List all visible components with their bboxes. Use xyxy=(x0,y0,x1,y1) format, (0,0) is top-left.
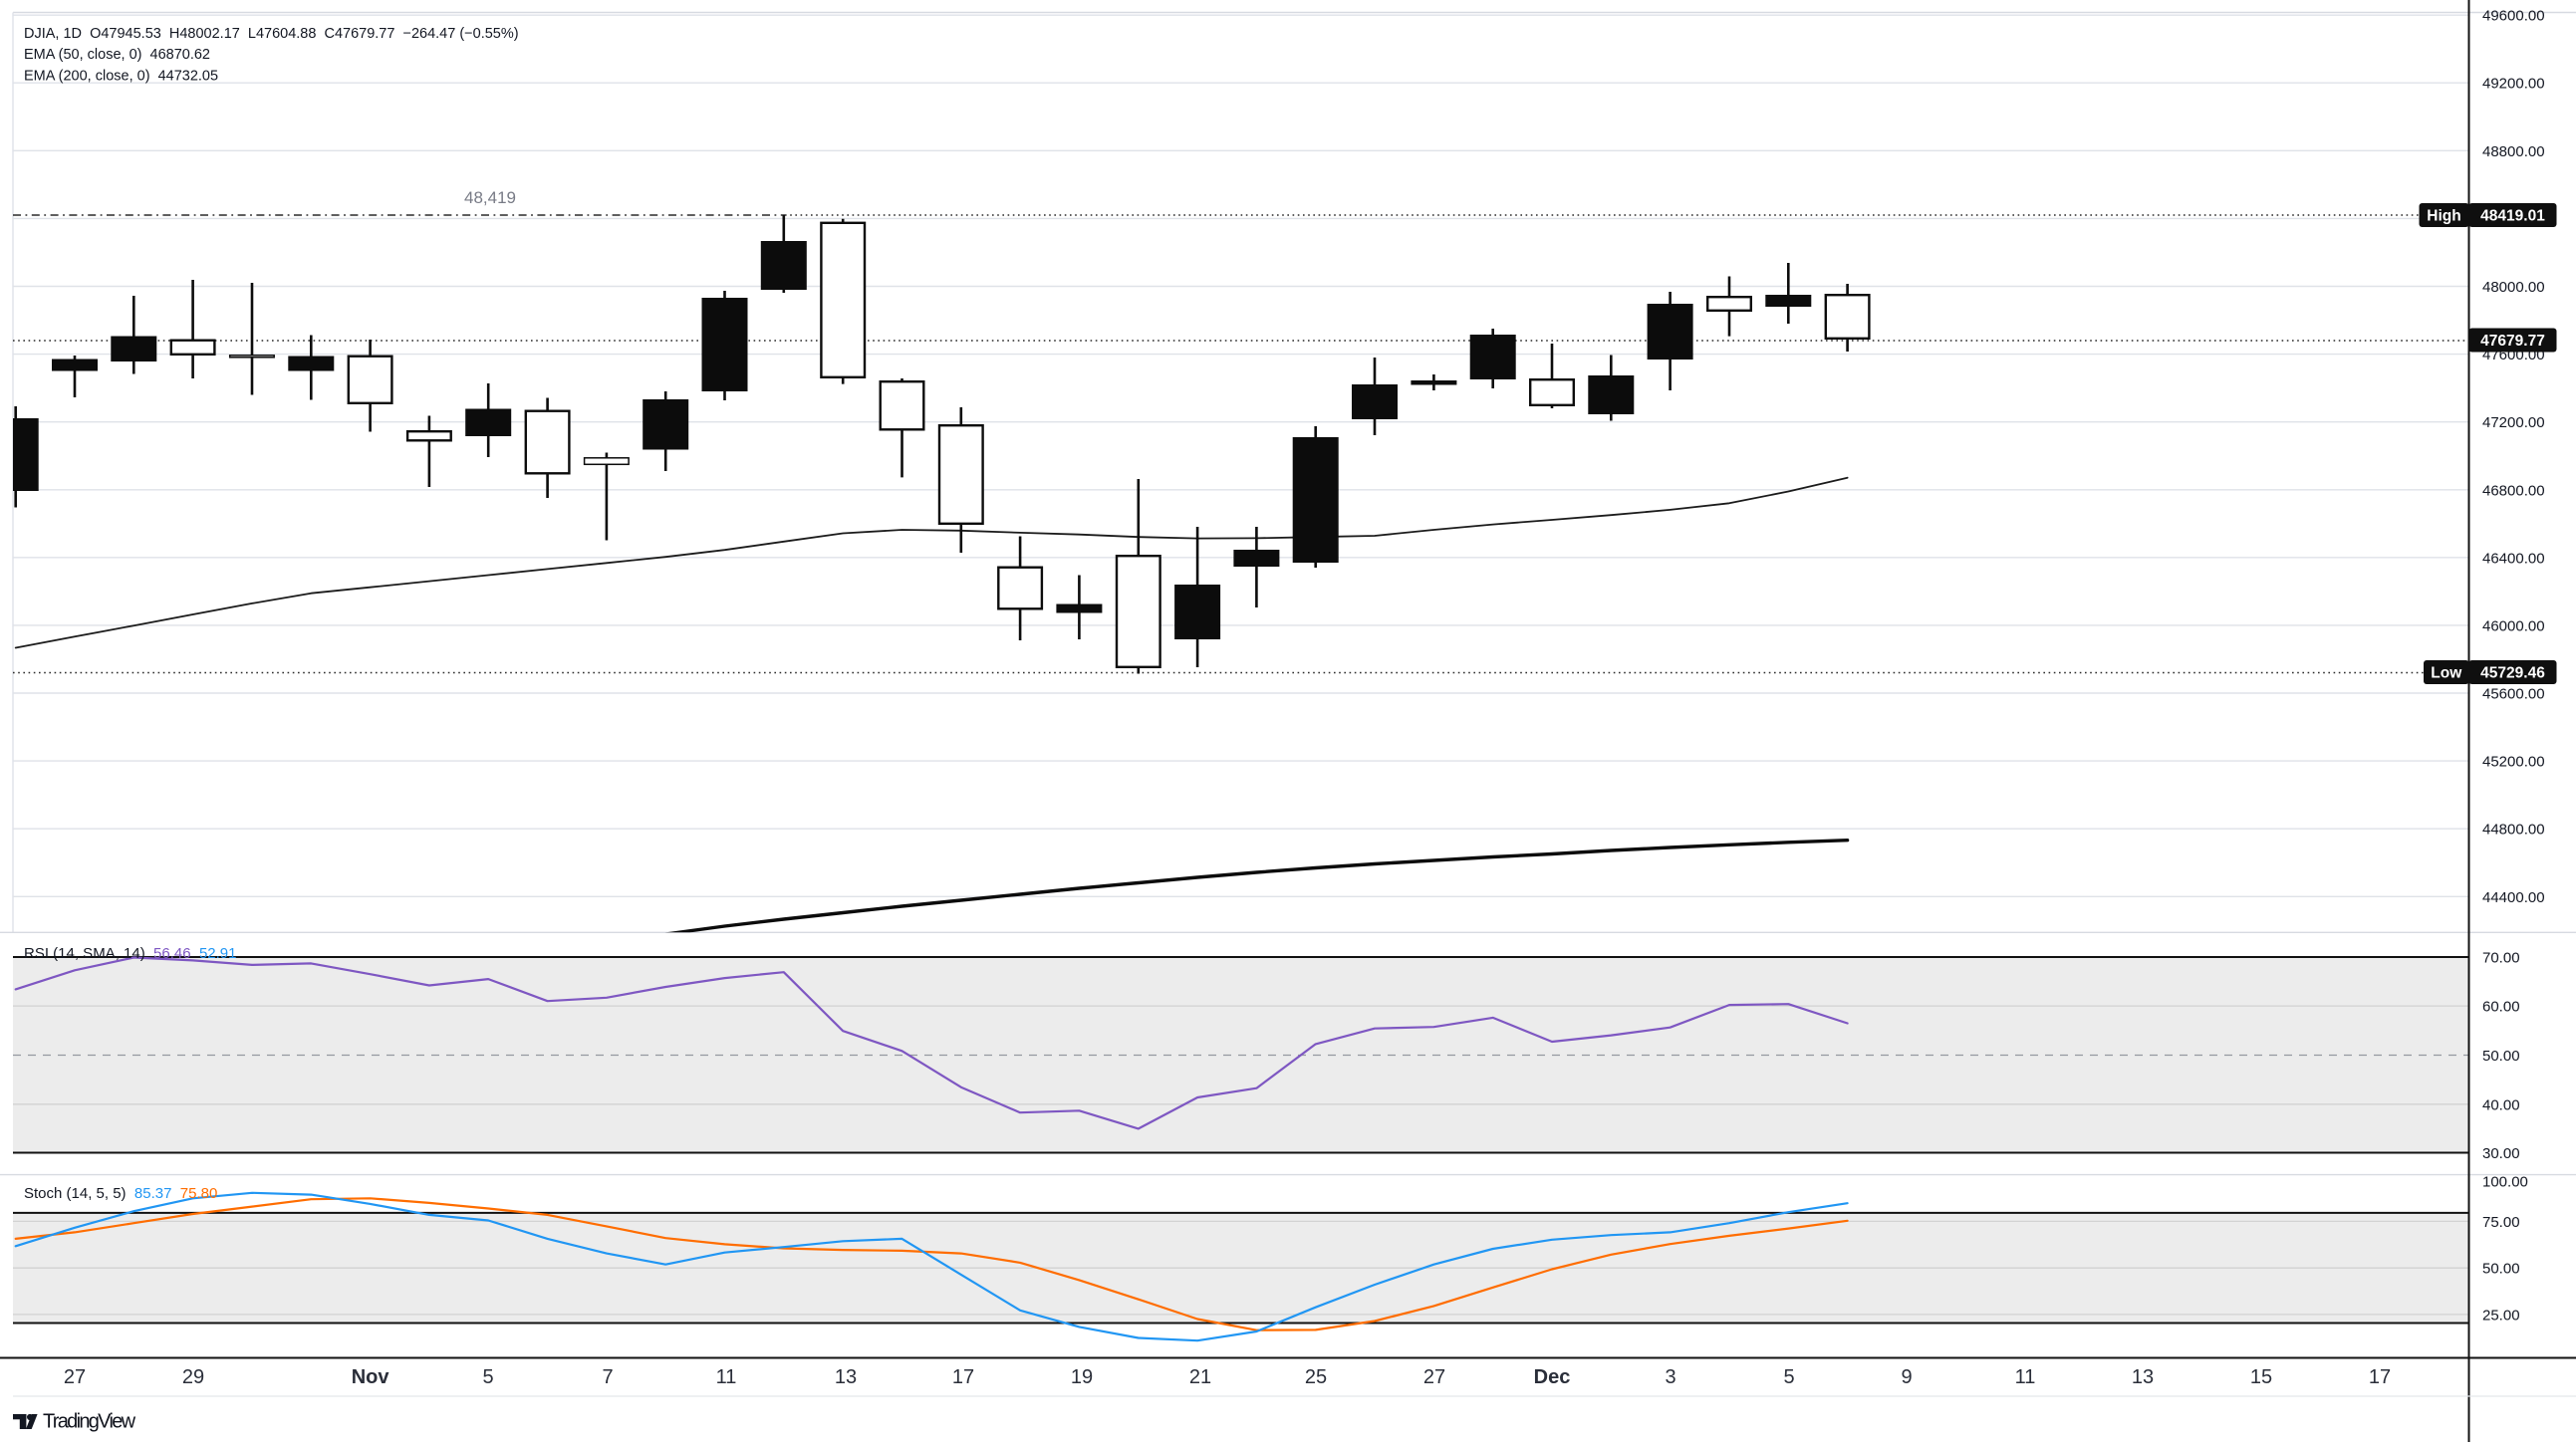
svg-text:19: 19 xyxy=(1071,1366,1093,1388)
svg-text:27: 27 xyxy=(1423,1366,1445,1388)
svg-text:30.00: 30.00 xyxy=(2482,1145,2520,1162)
svg-text:11: 11 xyxy=(716,1366,737,1388)
svg-text:TradingView: TradingView xyxy=(43,1411,136,1433)
svg-text:45729.46: 45729.46 xyxy=(2480,665,2545,682)
svg-text:46400.00: 46400.00 xyxy=(2482,550,2545,567)
svg-text:DJIA, 1D O47945.53 H48002.17: DJIA, 1D O47945.53 H48002.17 L47604.88 C… xyxy=(24,26,519,42)
svg-text:7: 7 xyxy=(602,1366,613,1388)
svg-text:3: 3 xyxy=(1665,1366,1675,1388)
svg-text:9: 9 xyxy=(1901,1366,1912,1388)
svg-text:21: 21 xyxy=(1189,1366,1211,1388)
svg-text:29: 29 xyxy=(182,1366,204,1388)
svg-text:13: 13 xyxy=(835,1366,857,1388)
svg-text:44800.00: 44800.00 xyxy=(2482,822,2545,839)
svg-text:100.00: 100.00 xyxy=(2482,1174,2528,1191)
svg-text:Dec: Dec xyxy=(1534,1366,1571,1388)
svg-text:46800.00: 46800.00 xyxy=(2482,482,2545,499)
svg-text:47679.77: 47679.77 xyxy=(2480,333,2545,350)
svg-text:5: 5 xyxy=(1783,1366,1794,1388)
svg-text:25: 25 xyxy=(1305,1366,1327,1388)
svg-text:Low: Low xyxy=(2431,665,2462,682)
svg-text:25.00: 25.00 xyxy=(2482,1307,2520,1324)
svg-text:44400.00: 44400.00 xyxy=(2482,889,2545,906)
svg-text:Nov: Nov xyxy=(352,1366,390,1388)
svg-text:45200.00: 45200.00 xyxy=(2482,754,2545,771)
svg-text:RSI (14, SMA, 14) 56.46 52.9: RSI (14, SMA, 14) 56.46 52.91 xyxy=(24,945,236,962)
svg-text:50.00: 50.00 xyxy=(2482,1261,2520,1278)
svg-text:70.00: 70.00 xyxy=(2482,950,2520,967)
svg-text:48800.00: 48800.00 xyxy=(2482,143,2545,160)
svg-text:5: 5 xyxy=(482,1366,493,1388)
svg-text:11: 11 xyxy=(2015,1366,2036,1388)
svg-text:High: High xyxy=(2427,208,2460,225)
svg-text:17: 17 xyxy=(952,1366,974,1388)
svg-text:50.00: 50.00 xyxy=(2482,1048,2520,1065)
svg-text:27: 27 xyxy=(64,1366,86,1388)
svg-text:48419.01: 48419.01 xyxy=(2480,208,2545,225)
svg-text:48000.00: 48000.00 xyxy=(2482,279,2545,296)
svg-text:60.00: 60.00 xyxy=(2482,999,2520,1016)
svg-text:EMA (50, close, 0) 46870.62: EMA (50, close, 0) 46870.62 xyxy=(24,47,210,63)
svg-text:40.00: 40.00 xyxy=(2482,1096,2520,1113)
svg-text:49200.00: 49200.00 xyxy=(2482,76,2545,93)
svg-text:17: 17 xyxy=(2369,1366,2391,1388)
svg-text:75.00: 75.00 xyxy=(2482,1214,2520,1231)
svg-text:49600.00: 49600.00 xyxy=(2482,8,2545,25)
svg-text:Stoch (14, 5, 5) 85.37 75.80: Stoch (14, 5, 5) 85.37 75.80 xyxy=(24,1185,217,1202)
svg-text:15: 15 xyxy=(2250,1366,2272,1388)
svg-text:EMA (200, close, 0) 44732.05: EMA (200, close, 0) 44732.05 xyxy=(24,69,218,85)
svg-text:13: 13 xyxy=(2132,1366,2154,1388)
svg-text:47200.00: 47200.00 xyxy=(2482,414,2545,431)
svg-text:45600.00: 45600.00 xyxy=(2482,686,2545,703)
svg-text:46000.00: 46000.00 xyxy=(2482,617,2545,634)
svg-text:48,419: 48,419 xyxy=(464,188,516,207)
